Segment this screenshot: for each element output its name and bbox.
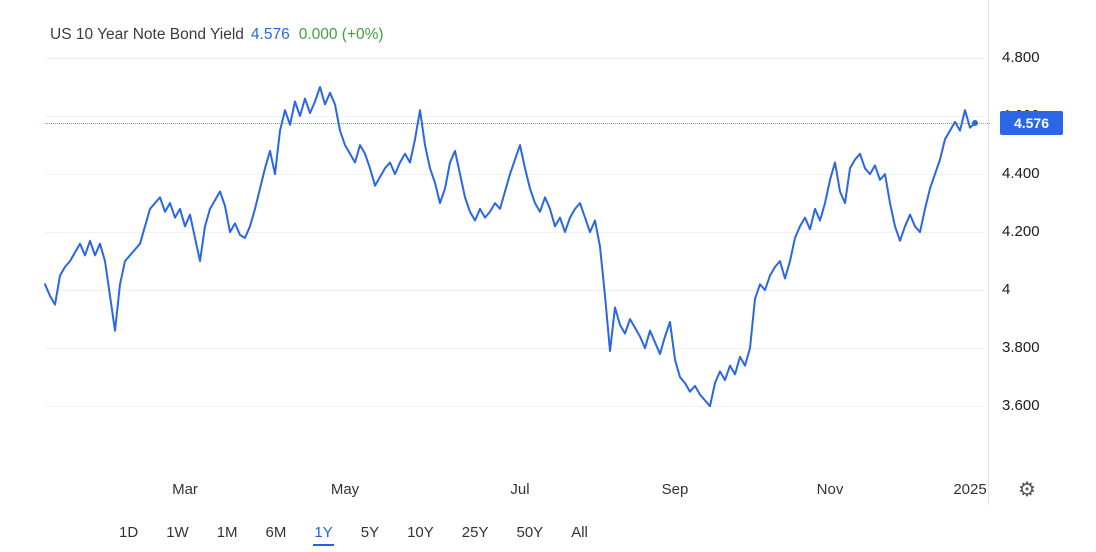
gridline — [45, 174, 985, 175]
x-axis-label: Nov — [816, 481, 844, 498]
y-axis-label: 3.800 — [1002, 339, 1040, 356]
range-button-25y[interactable]: 25Y — [461, 519, 490, 546]
range-buttons: 1D 1W 1M 6M 1Y 5Y 10Y 25Y 50Y All — [118, 519, 589, 546]
price-line — [44, 86, 976, 408]
range-button-all[interactable]: All — [570, 519, 589, 546]
x-axis-label: Jul — [510, 481, 530, 498]
y-axis-label: 4.200 — [1002, 223, 1040, 240]
x-axis-label: May — [330, 481, 360, 498]
settings-gear-icon[interactable]: ⚙ — [1018, 479, 1036, 501]
gridline — [45, 58, 985, 59]
chart-plot-area[interactable]: US 10 Year Note Bond Yield 4.576 0.000 (+0… — [0, 0, 990, 470]
range-button-1y[interactable]: 1Y — [313, 519, 334, 546]
range-button-10y[interactable]: 10Y — [406, 519, 435, 546]
range-button-1w[interactable]: 1W — [165, 519, 190, 546]
y-axis-label: 3.600 — [1002, 397, 1040, 414]
chart-change-value: 0.000 (+0%) — [298, 26, 384, 43]
gridline — [45, 290, 985, 291]
y-axis-label: 4.800 — [1002, 49, 1040, 66]
range-button-1d[interactable]: 1D — [118, 519, 139, 546]
x-axis-label: Sep — [661, 481, 689, 498]
x-axis: Mar May Jul Sep Nov 2025 — [0, 481, 990, 503]
current-price-line — [45, 123, 990, 124]
range-button-6m[interactable]: 6M — [265, 519, 288, 546]
axis-separator — [988, 0, 989, 505]
x-axis-label: Mar — [172, 481, 198, 498]
y-axis-label: 4 — [1002, 281, 1011, 298]
range-toolbar: 1D 1W 1M 6M 1Y 5Y 10Y 25Y 50Y All — [0, 513, 1096, 552]
price-line-chart — [44, 86, 978, 408]
gridline — [45, 232, 985, 233]
range-button-5y[interactable]: 5Y — [360, 519, 380, 546]
current-price-badge: 4.576 — [1000, 111, 1063, 135]
chart-title-row: US 10 Year Note Bond Yield 4.576 0.000 (+0… — [50, 26, 384, 44]
chart-price-value: 4.576 — [250, 26, 290, 43]
x-axis-label: 2025 — [953, 481, 987, 498]
range-button-1m[interactable]: 1M — [216, 519, 239, 546]
gridline — [45, 116, 985, 117]
range-button-50y[interactable]: 50Y — [516, 519, 545, 546]
y-axis-label: 4.400 — [1002, 165, 1040, 182]
gridline — [45, 406, 985, 407]
gridline — [45, 348, 985, 349]
chart-title: US 10 Year Note Bond Yield — [50, 26, 244, 43]
